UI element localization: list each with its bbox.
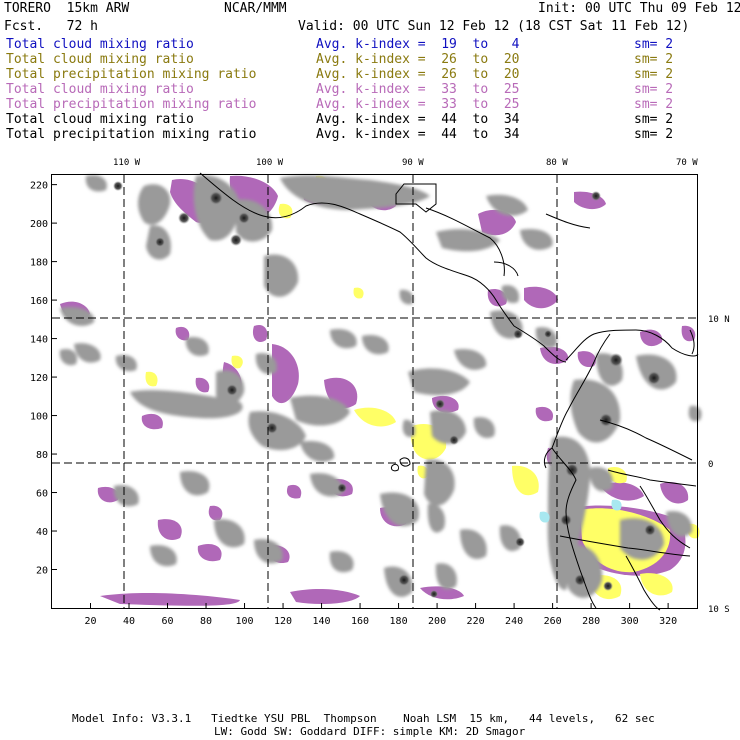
legend-field: Total cloud mixing ratio [6, 37, 194, 52]
y-tick-label: 140 [30, 335, 48, 346]
axis-ticks [52, 184, 669, 608]
lon-label-90w: 90 W [402, 158, 424, 168]
lon-label-110w: 110 W [113, 158, 141, 168]
legend-kindex: Avg. k-index = 33 to 25 [316, 82, 520, 97]
x-tick-label: 320 [659, 616, 677, 627]
legend-kindex: Avg. k-index = 33 to 25 [316, 97, 520, 112]
y-tick-label: 100 [30, 412, 48, 423]
latitude-labels: 10 N 0 10 S [708, 315, 730, 615]
forecast-hour: Fcst. 72 h [4, 19, 98, 34]
coastlines [199, 172, 699, 611]
legend-kindex: Avg. k-index = 26 to 20 [316, 52, 520, 67]
x-tick-label: 160 [351, 616, 369, 627]
legend-smoothing: sm= 2 [634, 127, 674, 142]
x-tick-label: 220 [467, 616, 485, 627]
y-tick-label: 200 [30, 219, 48, 230]
model-title: TORERO 15km ARW [4, 1, 130, 16]
y-tick-label: 60 [36, 489, 48, 500]
y-tick-label: 120 [30, 373, 48, 384]
physics-info: LW: Godd SW: Goddard DIFF: simple KM: 2D… [214, 725, 526, 738]
lon-label-80w: 80 W [546, 158, 568, 168]
map-frame [51, 174, 698, 609]
convective-cores [113, 181, 661, 598]
cyan-cloud-areas [539, 499, 622, 523]
legend-kindex: Avg. k-index = 19 to 4 [316, 37, 520, 52]
cloud-fields [59, 174, 702, 606]
legend-smoothing: sm= 2 [634, 112, 674, 127]
gray-cloud-areas [59, 174, 702, 598]
lat-label-equator: 0 [708, 460, 713, 470]
legend-kindex: Avg. k-index = 26 to 20 [316, 67, 520, 82]
x-tick-label: 180 [390, 616, 408, 627]
x-tick-label: 280 [582, 616, 600, 627]
y-tick-label: 180 [30, 258, 48, 269]
x-tick-label: 260 [544, 616, 562, 627]
gridlines [52, 175, 697, 608]
y-tick-label: 40 [36, 527, 48, 538]
y-tick-label: 20 [36, 566, 48, 577]
legend-kindex: Avg. k-index = 44 to 34 [316, 112, 520, 127]
lon-label-70w: 70 W [676, 158, 698, 168]
x-tick-label: 120 [274, 616, 292, 627]
legend-smoothing: sm= 2 [634, 82, 674, 97]
y-tick-label: 160 [30, 296, 48, 307]
x-tick-label: 20 [84, 616, 96, 627]
x-tick-label: 60 [161, 616, 173, 627]
legend-smoothing: sm= 2 [634, 52, 674, 67]
legend-smoothing: sm= 2 [634, 67, 674, 82]
x-tick-label: 300 [621, 616, 639, 627]
lat-label-10n: 10 N [708, 315, 730, 325]
lon-label-100w: 100 W [256, 158, 284, 168]
legend-smoothing: sm= 2 [634, 37, 674, 52]
y-tick-label: 80 [36, 450, 48, 461]
x-tick-label: 100 [236, 616, 254, 627]
legend-kindex: Avg. k-index = 44 to 34 [316, 127, 520, 142]
legend-field: Total precipitation mixing ratio [6, 67, 257, 82]
valid-time: Valid: 00 UTC Sun 12 Feb 12 (18 CST Sat … [298, 19, 690, 34]
org-label: NCAR/MMM [224, 1, 287, 16]
init-time: Init: 00 UTC Thu 09 Feb 12 [538, 1, 740, 16]
legend-field: Total precipitation mixing ratio [6, 97, 257, 112]
legend-field: Total cloud mixing ratio [6, 82, 194, 97]
legend-field: Total cloud mixing ratio [6, 52, 194, 67]
longitude-labels: 110 W 100 W 90 W 80 W 70 W [113, 158, 698, 168]
y-tick-label: 220 [30, 181, 48, 192]
x-tick-label: 240 [505, 616, 523, 627]
lat-label-10s: 10 S [708, 605, 730, 615]
x-tick-label: 140 [313, 616, 331, 627]
legend-field: Total cloud mixing ratio [6, 112, 194, 127]
legend-field: Total precipitation mixing ratio [6, 127, 257, 142]
x-tick-label: 80 [200, 616, 212, 627]
x-tick-label: 40 [123, 616, 135, 627]
x-tick-label: 200 [428, 616, 446, 627]
legend-smoothing: sm= 2 [634, 97, 674, 112]
model-info: Model Info: V3.3.1 Tiedtke YSU PBL Thomp… [72, 712, 655, 725]
axis-tick-labels: 20 40 60 80 100 120 140 160 180 200 220 240 260 280 30… [30, 181, 677, 627]
